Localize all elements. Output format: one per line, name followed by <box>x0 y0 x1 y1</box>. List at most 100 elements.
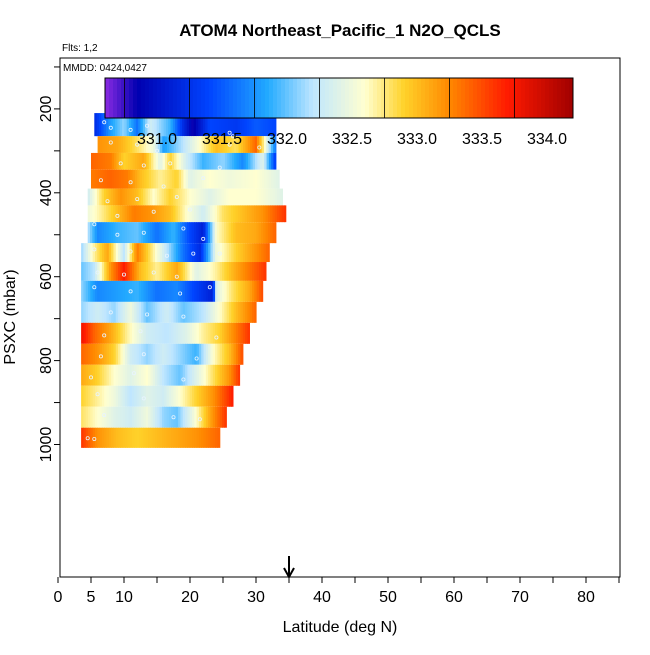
heatmap-cell <box>164 343 168 365</box>
heatmap-cell <box>242 243 246 263</box>
heatmap-cell <box>203 205 207 223</box>
heatmap-cell <box>136 280 140 302</box>
heatmap-cell <box>185 427 188 448</box>
heatmap-cell <box>234 169 238 189</box>
heatmap-cell <box>189 343 193 365</box>
heatmap-cell <box>189 280 193 302</box>
heatmap-cell <box>130 152 134 170</box>
heatmap-cell <box>161 406 165 428</box>
heatmap-cell <box>213 152 217 170</box>
heatmap-cell <box>195 113 199 137</box>
heatmap-cell <box>231 343 235 365</box>
heatmap-cell <box>245 169 249 189</box>
heatmap-cell <box>223 222 227 244</box>
heatmap-cell <box>268 243 270 263</box>
heatmap-cell <box>215 243 218 263</box>
heatmap-cell <box>245 280 249 302</box>
heatmap-cell <box>101 262 105 281</box>
heatmap-cell <box>214 113 218 137</box>
heatmap-cell <box>180 188 184 206</box>
heatmap-cell <box>168 364 172 386</box>
heatmap-cell <box>148 136 152 153</box>
heatmap-cell <box>134 136 138 153</box>
heatmap-cell <box>81 243 85 263</box>
heatmap-cell <box>166 205 170 223</box>
heatmap-cell <box>145 243 149 263</box>
heatmap-cell <box>117 113 121 137</box>
heatmap-cell <box>166 243 170 263</box>
heatmap-cell <box>141 262 145 281</box>
heatmap-cell <box>226 262 230 281</box>
colorbar-swatch <box>469 78 474 118</box>
heatmap-cell <box>138 343 142 365</box>
heatmap-cell <box>240 205 244 223</box>
heatmap-cell <box>129 188 133 206</box>
heatmap-cell <box>161 262 165 281</box>
heatmap-cell <box>181 152 184 170</box>
heatmap-cell <box>131 364 135 386</box>
heatmap-cell <box>152 322 156 344</box>
heatmap-cell <box>126 222 130 244</box>
heatmap-cell <box>266 169 270 189</box>
heatmap-cell <box>203 262 207 281</box>
heatmap-cell <box>175 188 179 206</box>
heatmap-cell <box>141 427 145 448</box>
latitude-marker-arrow <box>283 556 295 580</box>
heatmap-cell <box>210 301 214 323</box>
heatmap-cell <box>81 322 85 344</box>
sample-point <box>115 213 120 218</box>
heatmap-cell <box>184 188 188 206</box>
heatmap-cell <box>173 343 177 365</box>
heatmap-cell <box>127 385 131 407</box>
heatmap-cell <box>108 188 112 206</box>
heatmap-cell <box>226 136 230 153</box>
heatmap-cell <box>172 113 176 137</box>
heatmap-cell <box>243 152 247 170</box>
heatmap-cell <box>150 188 153 206</box>
heatmap-cell <box>109 152 113 170</box>
heatmap-cell <box>122 243 126 263</box>
heatmap-cell <box>81 364 85 386</box>
heatmap-cell <box>136 222 140 244</box>
heatmap-cell <box>209 113 213 137</box>
heatmap-cell <box>115 188 119 206</box>
heatmap-cell <box>260 188 264 206</box>
heatmap-cell <box>92 301 96 323</box>
heatmap-cell <box>215 427 218 448</box>
heatmap-cell <box>110 205 114 223</box>
heatmap-cell <box>210 188 214 206</box>
heatmap-cell <box>90 427 94 448</box>
heatmap-cell <box>178 243 182 263</box>
heatmap-cell <box>198 406 202 428</box>
heatmap-cell <box>198 243 202 263</box>
heatmap-cell <box>104 301 108 323</box>
heatmap-cell <box>106 301 110 323</box>
heatmap-cell <box>212 385 216 407</box>
heatmap-cell <box>94 427 98 448</box>
heatmap-cell <box>183 136 186 153</box>
heatmap-cell <box>99 427 103 448</box>
heatmap-cell <box>245 322 249 344</box>
heatmap-cell <box>200 222 204 244</box>
sample-point <box>98 178 103 183</box>
colorbar-swatch <box>145 78 150 118</box>
heatmap-cell <box>189 113 192 137</box>
heatmap-cell <box>180 262 184 281</box>
heatmap-cell <box>193 113 197 137</box>
heatmap-cell <box>113 205 117 223</box>
heatmap-cell <box>217 205 220 223</box>
sample-point <box>102 120 107 125</box>
heatmap-cell <box>198 301 202 323</box>
heatmap-cell <box>258 113 262 137</box>
heatmap-cell <box>129 406 133 428</box>
heatmap-cell <box>182 188 186 206</box>
heatmap-cell <box>150 406 154 428</box>
heatmap-cell <box>241 169 245 189</box>
heatmap-cell <box>141 152 145 170</box>
heatmap-cell <box>94 188 98 206</box>
heatmap-cell <box>127 322 131 344</box>
heatmap-cell <box>168 222 172 244</box>
heatmap-cell <box>152 188 156 206</box>
heatmap-cell <box>258 243 262 263</box>
heatmap-cell <box>145 113 149 137</box>
